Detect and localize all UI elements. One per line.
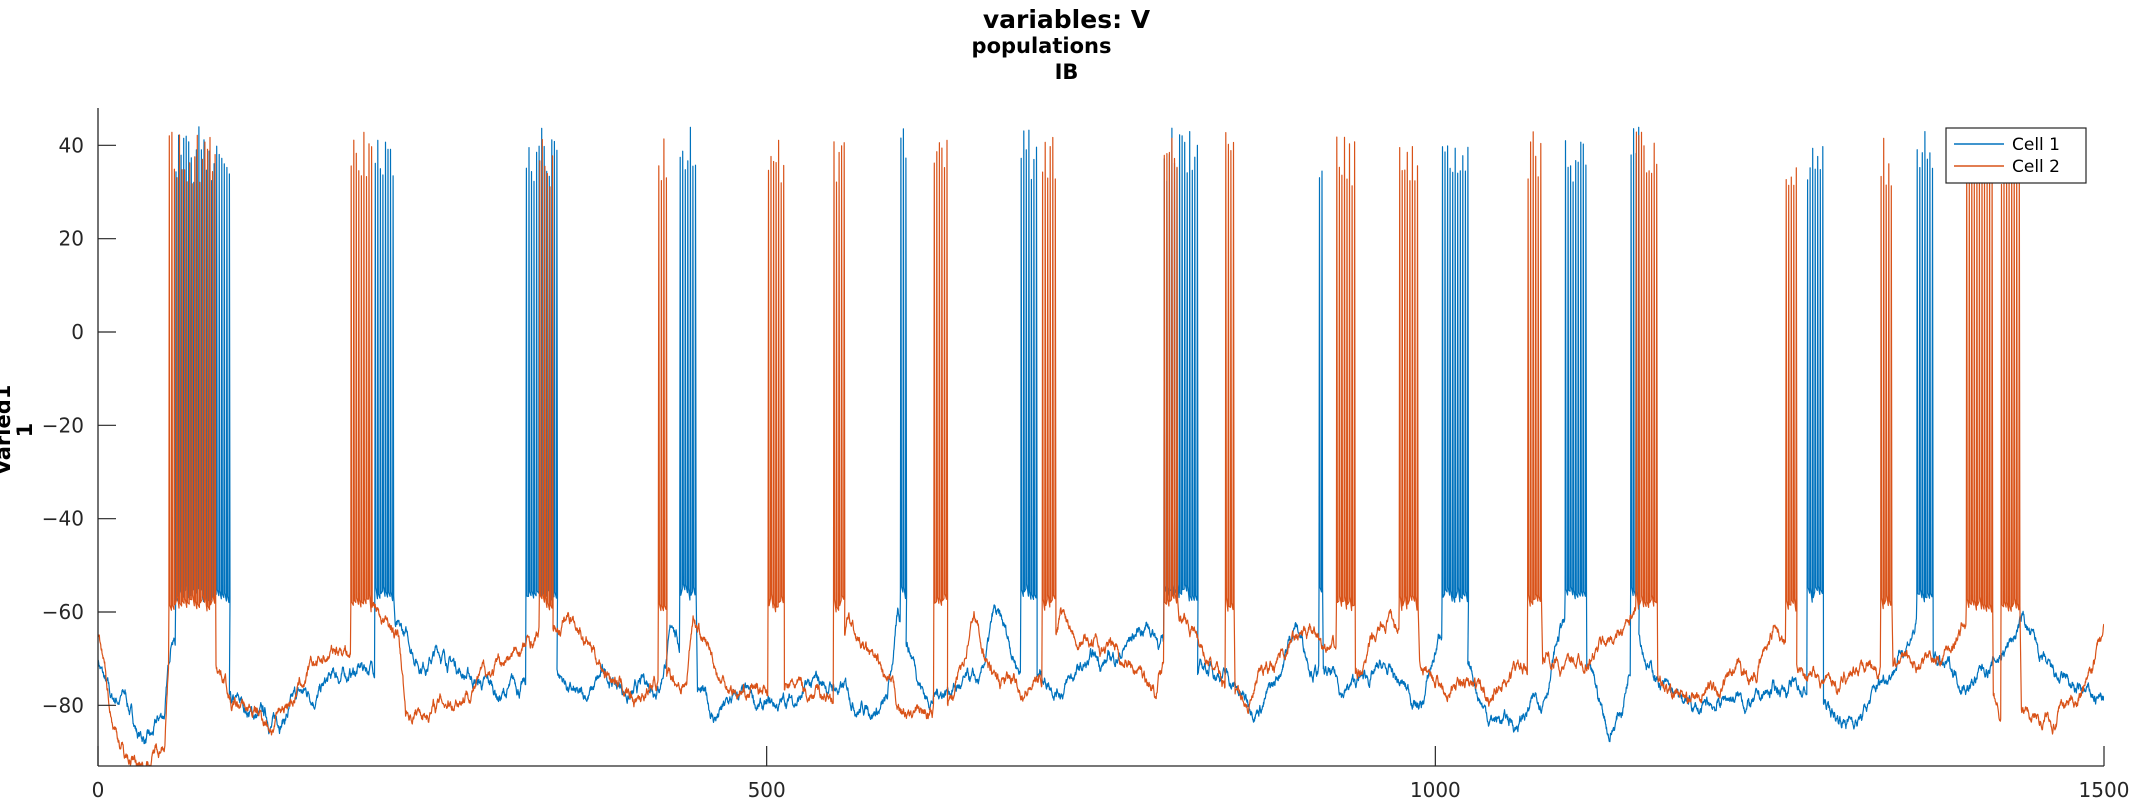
x-tick-label: 0 (92, 778, 105, 800)
series-layer (98, 126, 2104, 766)
x-tick-label: 1500 (2079, 778, 2130, 800)
y-tick-label: −80 (42, 693, 84, 717)
title-line-3: IB (1054, 60, 1079, 84)
x-tick-label: 1000 (1410, 778, 1461, 800)
y-tick-label: 20 (59, 227, 84, 251)
y-tick-label: −20 (42, 413, 84, 437)
series-line-1 (98, 126, 2104, 745)
legend-label-1: Cell 1 (2012, 135, 2060, 155)
legend-box (1945, 127, 2087, 184)
y-tick-label: −60 (42, 600, 84, 624)
y-tick-label: 0 (71, 320, 84, 344)
title-line-1: variables: V (982, 5, 1151, 34)
y-tick-label: −40 (42, 507, 84, 531)
y-tick-label: 40 (59, 133, 84, 157)
x-tick-label: 500 (748, 778, 786, 800)
axes-layer: −80 −60 −40 −20 0 20 40 0 500 1000 1500 (42, 108, 2130, 800)
legend-label-2: Cell 2 (2012, 157, 2060, 177)
series-line-2 (98, 131, 2104, 766)
title-line-2: populations (971, 34, 1112, 58)
